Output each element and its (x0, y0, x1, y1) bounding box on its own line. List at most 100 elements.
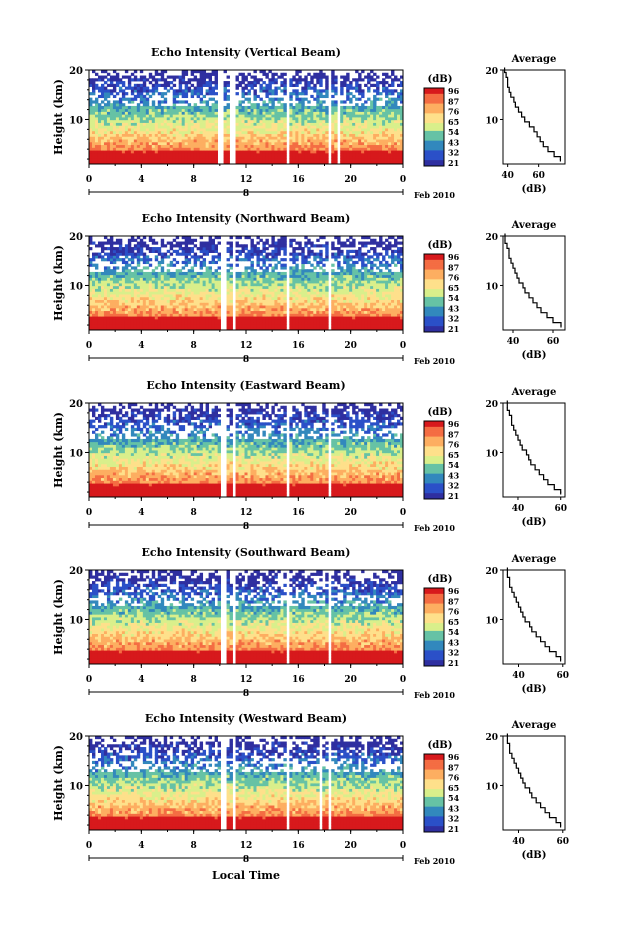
heatmap-cell (139, 122, 144, 126)
heatmap-cell (352, 161, 356, 165)
heatmap-cell (223, 125, 227, 129)
heatmap-cell (373, 89, 377, 93)
heatmap-cell (376, 299, 380, 303)
heatmap-cell (94, 318, 99, 323)
heatmap-cell (157, 72, 162, 76)
heatmap-cell (97, 155, 102, 159)
heatmap-cell (103, 318, 108, 323)
heatmap-cell (370, 128, 374, 132)
heatmap-cell (163, 316, 168, 320)
heatmap-cell (262, 111, 266, 115)
heatmap-cell (310, 133, 314, 137)
heatmap-cell (163, 117, 168, 121)
heatmap-cell (295, 103, 299, 107)
heatmap-cell (214, 280, 218, 284)
heatmap-cell (136, 141, 141, 146)
heatmap-cell (154, 114, 159, 118)
heatmap-cell (307, 285, 311, 289)
heatmap-cell (289, 155, 293, 159)
heatmap-cell (295, 277, 299, 281)
heatmap-cell (172, 114, 177, 118)
heatmap-cell (292, 128, 296, 132)
heatmap-cell (244, 122, 248, 126)
heatmap-cell (304, 305, 308, 309)
heatmap-cell (280, 274, 284, 278)
heatmap-cell (235, 327, 239, 331)
heatmap-cell (181, 147, 186, 151)
heatmap-cell (274, 128, 278, 132)
heatmap-cell (316, 310, 320, 314)
heatmap-cell (361, 318, 365, 323)
heatmap-cell (139, 105, 144, 110)
heatmap-cell (379, 150, 383, 154)
heatmap-cell (238, 327, 242, 331)
heatmap-cell (340, 288, 344, 292)
heatmap-cell (358, 296, 362, 300)
heatmap-cell (373, 318, 377, 323)
heatmap-cell (142, 147, 147, 151)
heatmap-cell (154, 324, 159, 328)
heatmap-cell (196, 152, 201, 157)
heatmap-cell (175, 310, 180, 314)
heatmap-cell (340, 318, 344, 323)
heatmap-cell (280, 280, 284, 284)
heatmap-cell (277, 318, 281, 323)
heatmap-cell (397, 158, 401, 162)
heatmap-cell (400, 128, 404, 132)
heatmap-cell (136, 294, 141, 298)
heatmap-cell (124, 305, 129, 309)
heatmap-cell (139, 285, 144, 289)
heatmap-cell (268, 277, 272, 281)
heatmap-cell (145, 122, 150, 126)
heatmap-cell (142, 103, 147, 107)
heatmap-cell (217, 305, 221, 309)
heatmap-cell (295, 316, 299, 320)
heatmap-cell (247, 274, 251, 278)
heatmap-cell (319, 78, 323, 82)
heatmap-cell (94, 119, 99, 123)
heatmap-cell (145, 283, 150, 287)
heatmap-cell (154, 83, 159, 87)
average-point (536, 133, 538, 135)
heatmap-cell (190, 150, 195, 154)
heatmap-cell (361, 302, 365, 306)
heatmap-cell (172, 119, 177, 123)
heatmap-cell (112, 108, 117, 112)
heatmap-cell (271, 321, 275, 325)
heatmap-cell (394, 89, 398, 93)
heatmap-cell (301, 152, 305, 157)
heatmap-cell (298, 313, 302, 317)
heatmap-cell (127, 283, 132, 287)
heatmap-cell (313, 147, 317, 151)
heatmap-cell (265, 122, 269, 126)
heatmap-cell (154, 89, 159, 93)
heatmap-cell (178, 274, 183, 278)
heatmap-cell (139, 70, 144, 74)
heatmap-cell (268, 327, 272, 331)
heatmap-cell (202, 83, 207, 87)
heatmap-cell (319, 271, 323, 276)
heatmap-cell (157, 114, 162, 118)
heatmap-cell (190, 294, 195, 298)
heatmap-cell (325, 130, 329, 134)
heatmap-cell (196, 291, 201, 295)
heatmap-cell (190, 78, 195, 82)
heatmap-cell (268, 291, 272, 295)
heatmap-cell (265, 294, 269, 298)
heatmap-cell (193, 133, 198, 137)
heatmap-cell (148, 141, 153, 146)
heatmap-cell (397, 327, 401, 331)
heatmap-cell (214, 128, 218, 132)
heatmap-cell (247, 283, 251, 287)
heatmap-cell (124, 324, 129, 328)
heatmap-cell (277, 117, 281, 121)
heatmap-cell (184, 310, 189, 314)
heatmap-cell (160, 161, 165, 165)
heatmap-cell (247, 92, 251, 96)
heatmap-cell (223, 144, 227, 148)
heatmap-cell (106, 313, 111, 317)
heatmap-cell (343, 283, 347, 287)
heatmap-cell (181, 161, 186, 165)
heatmap-cell (256, 291, 260, 295)
heatmap-cell (112, 147, 117, 151)
